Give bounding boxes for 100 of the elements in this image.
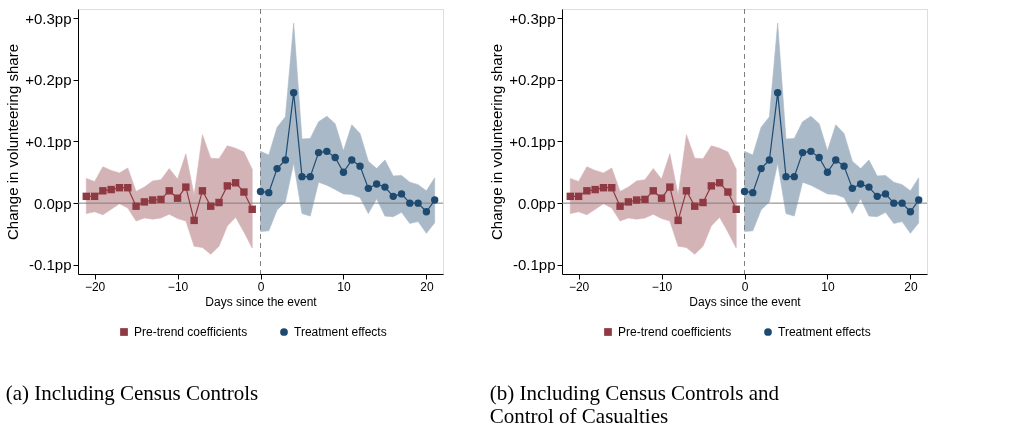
point [798, 148, 807, 157]
x-tick-label: 20 [420, 279, 434, 294]
point [898, 199, 906, 207]
point [657, 194, 666, 202]
point [99, 187, 107, 195]
y-tick-label: +0.1pp [509, 133, 556, 150]
point [641, 195, 649, 204]
point [674, 216, 682, 225]
point [289, 89, 298, 97]
x-tick-label: 0 [741, 279, 749, 294]
x-tick-label: −10 [167, 279, 189, 294]
point [840, 162, 848, 170]
legend-label: Pre-trend coefficients [618, 325, 732, 339]
point [331, 153, 339, 162]
point [832, 156, 840, 164]
point [890, 199, 898, 207]
point [190, 216, 198, 225]
point [348, 156, 356, 164]
point [881, 190, 890, 198]
point [649, 187, 657, 195]
point [256, 187, 265, 196]
point [815, 153, 823, 162]
point [740, 187, 749, 196]
point [248, 205, 256, 213]
point [323, 147, 331, 156]
x-axis-title: Days since the event [689, 294, 802, 309]
point [298, 172, 306, 181]
y-tick-label: -0.1pp [512, 256, 556, 274]
point [265, 188, 273, 197]
x-tick-label: −10 [651, 279, 673, 294]
x-axis-title: Days since the event [205, 294, 318, 309]
point [790, 172, 798, 181]
point [182, 183, 190, 191]
point [198, 187, 207, 195]
point [132, 202, 140, 210]
point [281, 156, 290, 164]
point [707, 182, 716, 190]
point [314, 148, 323, 157]
y-axis-title: Change in volunteering share [4, 44, 22, 240]
x-tick-label: 20 [904, 279, 918, 294]
y-tick-label: +0.1pp [25, 133, 72, 150]
point [240, 188, 248, 196]
point [699, 198, 707, 207]
legend-label: Treatment effects [294, 325, 387, 339]
point [165, 187, 173, 195]
x-tick-label: 10 [337, 279, 351, 294]
point [782, 172, 790, 181]
point [873, 192, 881, 201]
point [732, 205, 740, 213]
point [273, 164, 281, 173]
y-tick-label: +0.3pp [509, 9, 556, 27]
point [591, 185, 599, 194]
text: (b) Including Census Controls and Control of Casualties [489, 381, 780, 428]
point [757, 164, 765, 173]
point [414, 199, 422, 207]
point [140, 198, 149, 206]
point [157, 195, 165, 204]
point [865, 183, 873, 191]
point [632, 196, 641, 204]
point [765, 156, 774, 164]
point [773, 89, 782, 97]
point [848, 184, 857, 193]
x-tick-label: −20 [568, 279, 590, 294]
point [223, 182, 232, 190]
point [807, 147, 815, 156]
y-tick-label: +0.2pp [509, 71, 556, 89]
point [856, 180, 865, 188]
legend-label: Pre-trend coefficients [134, 325, 248, 339]
text: (a) Including Census Controls [5, 381, 259, 405]
point [749, 188, 757, 197]
point [624, 198, 633, 206]
point [616, 202, 624, 210]
point [397, 190, 406, 198]
point [906, 208, 915, 216]
point [431, 196, 439, 204]
y-tick-label: +0.2pp [25, 71, 72, 89]
x-tick-label: 0 [257, 279, 265, 294]
point [823, 168, 832, 177]
point [339, 168, 348, 177]
point [306, 172, 314, 181]
point [215, 198, 223, 207]
y-tick-label: -0.1pp [28, 256, 72, 274]
point [422, 208, 431, 216]
point [682, 187, 691, 195]
legend-label: Treatment effects [778, 325, 871, 339]
x-tick-label: −20 [84, 279, 106, 294]
point [583, 187, 591, 195]
point [356, 162, 364, 170]
x-tick-label: 10 [821, 279, 835, 294]
y-tick-label: +0.3pp [25, 9, 72, 27]
point [381, 183, 389, 191]
y-tick-label: 0.0pp [33, 194, 72, 212]
point [406, 199, 414, 207]
point [372, 180, 381, 188]
y-tick-label: 0.0pp [517, 194, 556, 212]
point [148, 196, 157, 204]
point [724, 188, 732, 196]
point [389, 192, 397, 201]
point [364, 184, 373, 193]
point [173, 194, 182, 202]
